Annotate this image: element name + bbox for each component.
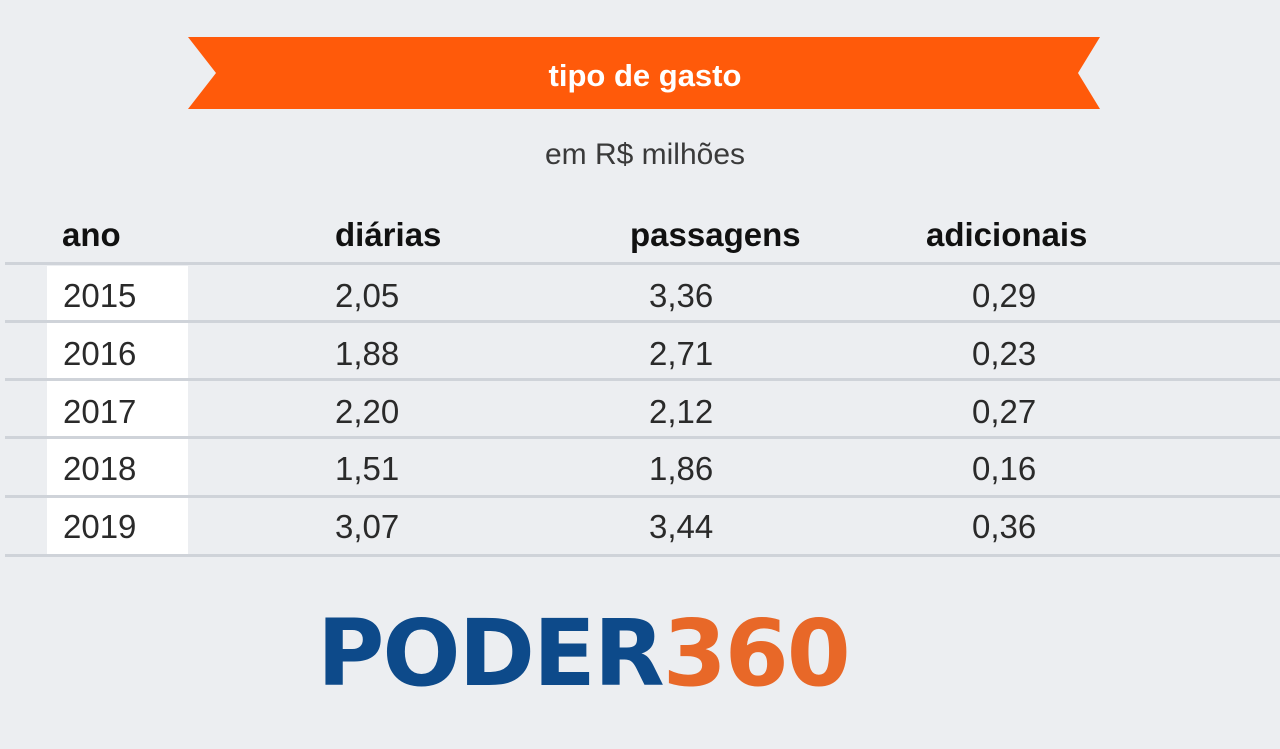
column-header-adicionais: adicionais [926, 216, 1088, 253]
table-rule [5, 495, 1280, 498]
cell-passagens: 2,12 [649, 393, 714, 430]
year-column-highlight [47, 266, 188, 555]
chart-subtitle: em R$ milhões [544, 138, 746, 171]
cell-diarias: 1,51 [335, 450, 400, 487]
table-rule [5, 436, 1280, 439]
cell-adicionais: 0,16 [972, 450, 1037, 487]
cell-adicionais: 0,27 [972, 393, 1037, 430]
cell-passagens: 2,71 [649, 335, 714, 372]
cell-year: 2016 [63, 335, 137, 372]
table-rule [5, 262, 1280, 265]
cell-adicionais: 0,36 [972, 508, 1037, 545]
cell-diarias: 1,88 [335, 335, 400, 372]
cell-year: 2019 [63, 508, 137, 545]
poder360-logo: PODER360 [317, 608, 851, 700]
cell-diarias: 2,05 [335, 277, 400, 314]
cell-passagens: 3,36 [649, 277, 714, 314]
cell-adicionais: 0,23 [972, 335, 1037, 372]
cell-diarias: 2,20 [335, 393, 400, 430]
table-rule [5, 378, 1280, 381]
cell-diarias: 3,07 [335, 508, 400, 545]
logo-text-360: 360 [662, 600, 851, 707]
cell-year: 2017 [63, 393, 137, 430]
cell-passagens: 3,44 [649, 508, 714, 545]
title-banner [188, 37, 1100, 109]
chart-title: tipo de gasto [548, 58, 742, 93]
table-rule [5, 320, 1280, 323]
cell-year: 2018 [63, 450, 137, 487]
column-header-passagens: passagens [630, 216, 801, 253]
title-banner-shape [188, 37, 1100, 109]
table-rule [5, 554, 1280, 557]
column-header-ano: ano [62, 216, 121, 253]
cell-passagens: 1,86 [649, 450, 714, 487]
cell-adicionais: 0,29 [972, 277, 1037, 314]
column-header-diarias: diárias [335, 216, 442, 253]
logo-text-poder: PODER [317, 600, 665, 707]
cell-year: 2015 [63, 277, 137, 314]
